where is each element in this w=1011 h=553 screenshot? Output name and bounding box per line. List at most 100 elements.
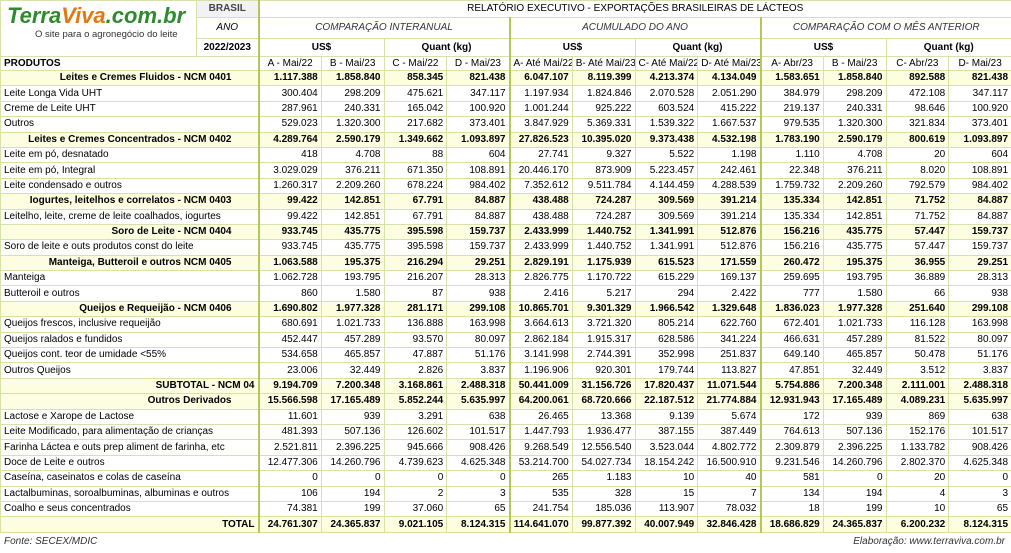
value-cell: 512.876 [697, 223, 761, 241]
report-table: TerraViva.com.br O site para o agronegóci… [0, 0, 1011, 533]
value-cell: 4.625.348 [446, 454, 510, 472]
value-cell: 5.754.886 [759, 377, 824, 395]
value-cell: 939 [320, 408, 385, 425]
value-cell: 194 [822, 485, 887, 502]
value-cell: 8.124.315 [446, 516, 510, 533]
value-cell: 20 [885, 146, 950, 164]
value-cell: 29.251 [446, 254, 510, 272]
value-cell: 321.834 [885, 116, 950, 133]
value-cell: 15 [634, 485, 699, 502]
product-label: Manteiga [0, 270, 259, 287]
value-cell: 7.200.348 [320, 377, 385, 395]
value-cell: 376.211 [320, 162, 385, 179]
value-cell: 159.737 [446, 239, 510, 256]
section-row: Leites e Cremes Concentrados - NCM 0402 4… [0, 131, 1011, 148]
value-cell: 87 [383, 285, 448, 302]
header-row: PRODUTOS A - Mai/22 B - Mai/23 C - Mai/22 D … [0, 56, 1011, 71]
section-row: Queijos e Requeijão - NCM 0406 1.690.802 1… [0, 300, 1011, 318]
value-cell: 4.802.772 [697, 439, 761, 456]
value-cell: 984.402 [446, 177, 510, 195]
value-cell: 57.447 [885, 239, 950, 256]
value-cell: 1.583.651 [759, 69, 824, 87]
logo-part: Viva [61, 3, 106, 28]
section-row: Iogurtes, leitelhos e correlatos - NCM 0… [0, 193, 1011, 210]
value-cell: 2.488.318 [948, 377, 1011, 395]
value-cell: 57.447 [885, 223, 950, 241]
value-cell: 2.396.225 [822, 439, 887, 456]
value-cell: 18.154.242 [634, 454, 699, 472]
value-cell: 67.791 [383, 193, 448, 210]
value-cell: 1.175.939 [571, 254, 636, 272]
item-row: Farinha Láctea e outs prep aliment de fa… [0, 439, 1011, 456]
value-cell: 17.820.437 [634, 377, 699, 395]
value-cell: 67.791 [383, 208, 448, 225]
value-cell: 435.775 [320, 223, 385, 241]
value-cell: 376.211 [822, 162, 887, 179]
value-cell: 945.666 [383, 439, 448, 456]
value-cell: 724.287 [571, 193, 636, 210]
value-cell: 1.836.023 [759, 300, 824, 318]
value-cell: 341.224 [697, 331, 761, 349]
value-cell: 135.334 [759, 208, 824, 225]
value-cell: 1.329.648 [697, 300, 761, 318]
value-cell: 925.222 [571, 100, 636, 118]
product-label: Queijos e Requeijão - NCM 0406 [0, 300, 259, 318]
value-cell: 3.168.861 [383, 377, 448, 395]
value-cell: 1.915.317 [571, 331, 636, 349]
value-cell: 309.569 [634, 208, 699, 225]
value-cell: 3.664.613 [508, 316, 573, 333]
value-cell: 3.141.998 [508, 347, 573, 364]
product-label: Outros [0, 116, 259, 133]
value-cell: 84.887 [948, 193, 1011, 210]
value-cell: 12.931.943 [759, 393, 824, 410]
value-cell: 108.891 [948, 162, 1011, 179]
value-cell: 384.979 [759, 85, 824, 102]
value-cell: 481.393 [257, 423, 322, 441]
value-cell: 23.006 [257, 362, 322, 379]
value-cell: 195.375 [822, 254, 887, 272]
value-cell: 251.837 [697, 347, 761, 364]
value-cell: 135.334 [759, 193, 824, 210]
credit: Elaboração: www.terraviva.com.br [853, 536, 1005, 547]
unit-header: Quant (kg) [885, 38, 1011, 57]
value-cell: 20 [885, 470, 950, 487]
value-cell: 142.851 [822, 193, 887, 210]
value-cell: 680.691 [257, 316, 322, 333]
value-cell: 4.532.198 [697, 131, 761, 148]
value-cell: 298.209 [320, 85, 385, 102]
value-cell: 309.569 [634, 193, 699, 210]
unit-header: US$ [257, 38, 385, 57]
value-cell: 2.590.179 [822, 131, 887, 148]
value-cell: 9.511.784 [571, 177, 636, 195]
value-cell: 615.229 [634, 270, 699, 287]
value-cell: 933.745 [257, 223, 322, 241]
value-cell: 984.402 [948, 177, 1011, 195]
unit-header: Quant (kg) [634, 38, 761, 57]
value-cell: 2.070.528 [634, 85, 699, 102]
value-cell: 193.795 [320, 270, 385, 287]
value-cell: 3.847.929 [508, 116, 573, 133]
item-row: Caseína, caseinatos e colas de caseína 0 0… [0, 470, 1011, 487]
value-cell: 10 [885, 500, 950, 518]
value-cell: 628.586 [634, 331, 699, 349]
value-cell: 134 [759, 485, 824, 502]
value-cell: 17.165.489 [320, 393, 385, 410]
value-cell: 36.889 [885, 270, 950, 287]
value-cell: 259.695 [759, 270, 824, 287]
product-label: Soro de leite e outs produtos const do l… [0, 239, 259, 256]
value-cell: 800.619 [885, 131, 950, 148]
column-header: D- Até Mai/23 [697, 56, 761, 71]
item-row: Coalho e seus concentrados 74.381 199 37.06… [0, 500, 1011, 518]
value-cell: 24.761.307 [257, 516, 322, 533]
item-row: Creme de Leite UHT 287.961 240.331 165.042 1… [0, 100, 1011, 118]
value-cell: 0 [383, 470, 448, 487]
value-cell: 395.598 [383, 239, 448, 256]
value-cell: 475.621 [383, 85, 448, 102]
column-header: A- Até Mai/22 [508, 56, 573, 71]
section-row: Soro de Leite - NCM 0404 933.745 435.775 39… [0, 223, 1011, 241]
value-cell: 435.775 [320, 239, 385, 256]
value-cell: 535 [508, 485, 573, 502]
value-cell: 9.194.709 [257, 377, 322, 395]
value-cell: 869 [885, 408, 950, 425]
value-cell: 40 [697, 470, 761, 487]
